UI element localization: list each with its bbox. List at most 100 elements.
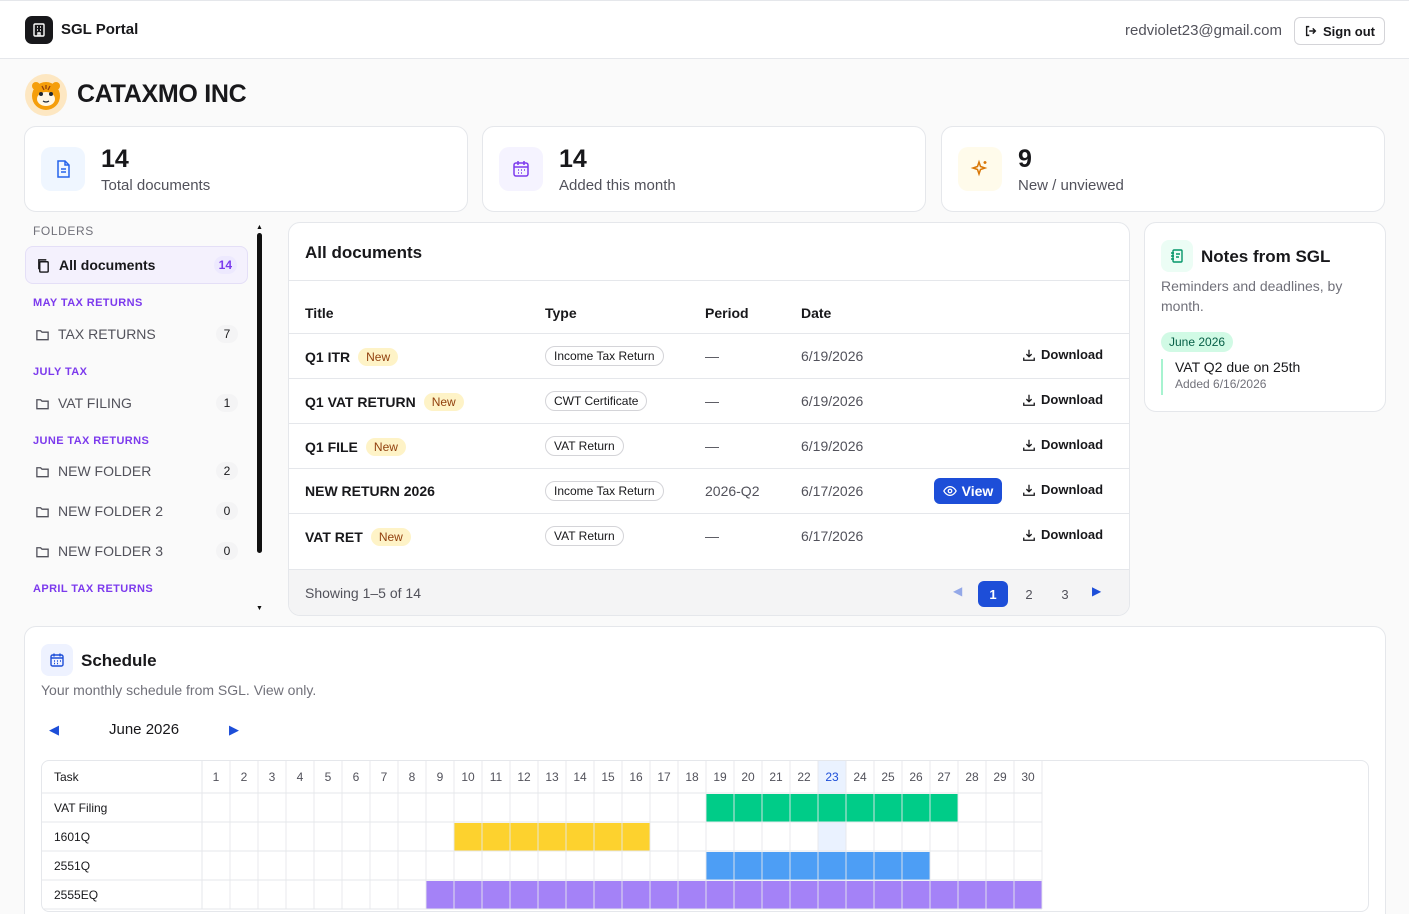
view-button[interactable]: View	[934, 478, 1002, 504]
next-page-icon[interactable]: ▶	[1092, 584, 1102, 598]
gantt-day-label: 29	[993, 770, 1007, 784]
folder-label: NEW FOLDER	[58, 463, 152, 479]
folder-item[interactable]: NEW FOLDER 2	[25, 454, 248, 488]
gantt-day-label: 10	[461, 770, 475, 784]
document-title-text: VAT RET	[305, 529, 363, 545]
stat-card-added: 14 Added this month	[482, 126, 926, 212]
folder-all-documents[interactable]: All documents 14	[25, 246, 248, 284]
folder-label: VAT FILING	[58, 395, 132, 411]
scroll-down-arrow[interactable]: ▼	[256, 605, 263, 612]
gantt-chart: Task 1 2 3 4 5 6 7 8 9 10 11 12 13 14 15 16 17 18 19 20 21 22 2…	[42, 761, 1043, 910]
gantt-day-label: 20	[741, 770, 755, 784]
notes-panel: Notes from SGL Reminders and deadlines, …	[1144, 222, 1386, 412]
document-icon	[41, 147, 85, 191]
folder-item[interactable]: TAX RETURNS 7	[25, 317, 248, 351]
folder-label: NEW FOLDER 2	[58, 503, 164, 519]
prev-month-icon[interactable]: ◀	[49, 722, 59, 737]
document-type: CWT Certificate	[545, 391, 648, 411]
folders-scrollbar[interactable]	[257, 233, 262, 553]
folder-item[interactable]: NEW FOLDER 3 0	[25, 534, 248, 568]
schedule-month-label: June 2026	[109, 721, 180, 738]
next-month-icon[interactable]: ▶	[229, 722, 239, 737]
page-2-button[interactable]: 2	[1025, 586, 1033, 602]
download-button[interactable]: Download	[1022, 347, 1103, 362]
page-3-button[interactable]: 3	[1061, 586, 1069, 602]
new-badge: New	[365, 438, 406, 456]
stat-value: 14	[559, 145, 587, 173]
folders-title: FOLDERS	[33, 224, 94, 238]
column-header-date: Date	[801, 305, 832, 321]
document-title-text: Q1 VAT RETURN	[305, 394, 416, 410]
folder-count: 14	[213, 256, 237, 274]
calendar-icon	[41, 644, 73, 676]
notebook-icon	[1161, 240, 1193, 272]
sign-out-button[interactable]: Sign out	[1294, 17, 1385, 45]
folder-group-label: JULY TAX	[33, 366, 88, 378]
gantt-bar	[454, 823, 650, 851]
gantt-day-label: 28	[965, 770, 979, 784]
calendar-icon	[499, 147, 543, 191]
table-row: NEW RETURN 2026 Income Tax Return 2026-Q2 6…	[289, 468, 1129, 513]
download-button[interactable]: Download	[1022, 482, 1103, 497]
gantt-day-label: 7	[381, 770, 388, 784]
schedule-panel: Schedule Your monthly schedule from SGL.…	[24, 626, 1386, 914]
gantt-day-label: 26	[909, 770, 923, 784]
sparkle-icon	[958, 147, 1002, 191]
document-title: NEW RETURN 2026	[305, 483, 435, 499]
note-meta: Added 6/16/2026	[1175, 377, 1267, 391]
folder-count: 2	[216, 462, 238, 480]
download-button[interactable]: Download	[1022, 392, 1103, 407]
notes-month-badge: June 2026	[1161, 332, 1234, 352]
page-1-button[interactable]: 1	[978, 581, 1008, 607]
document-title: Q1 ITR New	[305, 348, 399, 366]
documents-icon	[38, 258, 49, 273]
schedule-title: Schedule	[81, 651, 157, 670]
document-type: Income Tax Return	[545, 346, 664, 366]
document-period: —	[705, 528, 719, 544]
stat-card-total: 14 Total documents	[24, 126, 468, 212]
gantt-task-name: 2551Q	[54, 859, 90, 873]
folder-count: 0	[216, 542, 238, 560]
download-button[interactable]: Download	[1022, 527, 1103, 542]
prev-page-icon[interactable]: ◀	[953, 584, 963, 598]
download-icon	[1023, 529, 1035, 541]
document-period: 2026-Q2	[705, 483, 760, 499]
column-header-title: Title	[305, 305, 334, 321]
gantt-day-label: 2	[241, 770, 248, 784]
scroll-up-arrow[interactable]: ▲	[256, 224, 263, 231]
gantt-day-label: 9	[437, 770, 444, 784]
table-row: Q1 VAT RETURN New CWT Certificate — 6/19/202…	[289, 378, 1129, 423]
eye-icon	[942, 485, 957, 497]
folders-sidebar: FOLDERS All documents 14 MAY TAX RETURNS…	[25, 222, 265, 614]
column-header-period: Period	[705, 305, 749, 321]
pagination-bar: Showing 1–5 of 14 ◀ 1 2 3 ▶	[289, 569, 1129, 615]
notes-subtitle: Reminders and deadlines, by month.	[1161, 278, 1343, 314]
folder-item[interactable]: NEW FOLDER 2 0	[25, 494, 248, 528]
download-label: Download	[1041, 392, 1104, 407]
schedule-gantt: Task 1 2 3 4 5 6 7 8 9 10 11 12 13 14 15 16 17 18 19 20 21 22 2…	[41, 760, 1369, 912]
download-button[interactable]: Download	[1022, 437, 1103, 452]
app-name: SGL Portal	[61, 21, 139, 38]
folder-icon	[36, 329, 49, 340]
gantt-day-label: 23	[825, 770, 839, 784]
gantt-bar	[706, 794, 958, 822]
folder-count: 7	[216, 325, 238, 343]
notes-title: Notes from SGL	[1201, 247, 1331, 266]
new-badge: New	[423, 393, 464, 411]
divider	[289, 280, 1129, 281]
gantt-day-label: 15	[601, 770, 615, 784]
download-icon	[1023, 439, 1035, 451]
user-email: redviolet23@gmail.com	[1125, 22, 1282, 39]
folder-item[interactable]: VAT FILING 1	[25, 386, 248, 420]
document-title: VAT RET New	[305, 528, 411, 546]
document-title-text: Q1 FILE	[305, 439, 358, 455]
gantt-day-label: 25	[881, 770, 895, 784]
folder-label: All documents	[59, 257, 156, 273]
document-type: Income Tax Return	[545, 481, 664, 501]
gantt-day-label: 5	[325, 770, 332, 784]
folder-icon	[36, 398, 49, 409]
table-row: Q1 FILE New VAT Return — 6/19/2026 Download	[289, 423, 1129, 468]
stat-value: 9	[1018, 145, 1032, 173]
folder-count: 0	[216, 502, 238, 520]
gantt-day-label: 1	[213, 770, 220, 784]
